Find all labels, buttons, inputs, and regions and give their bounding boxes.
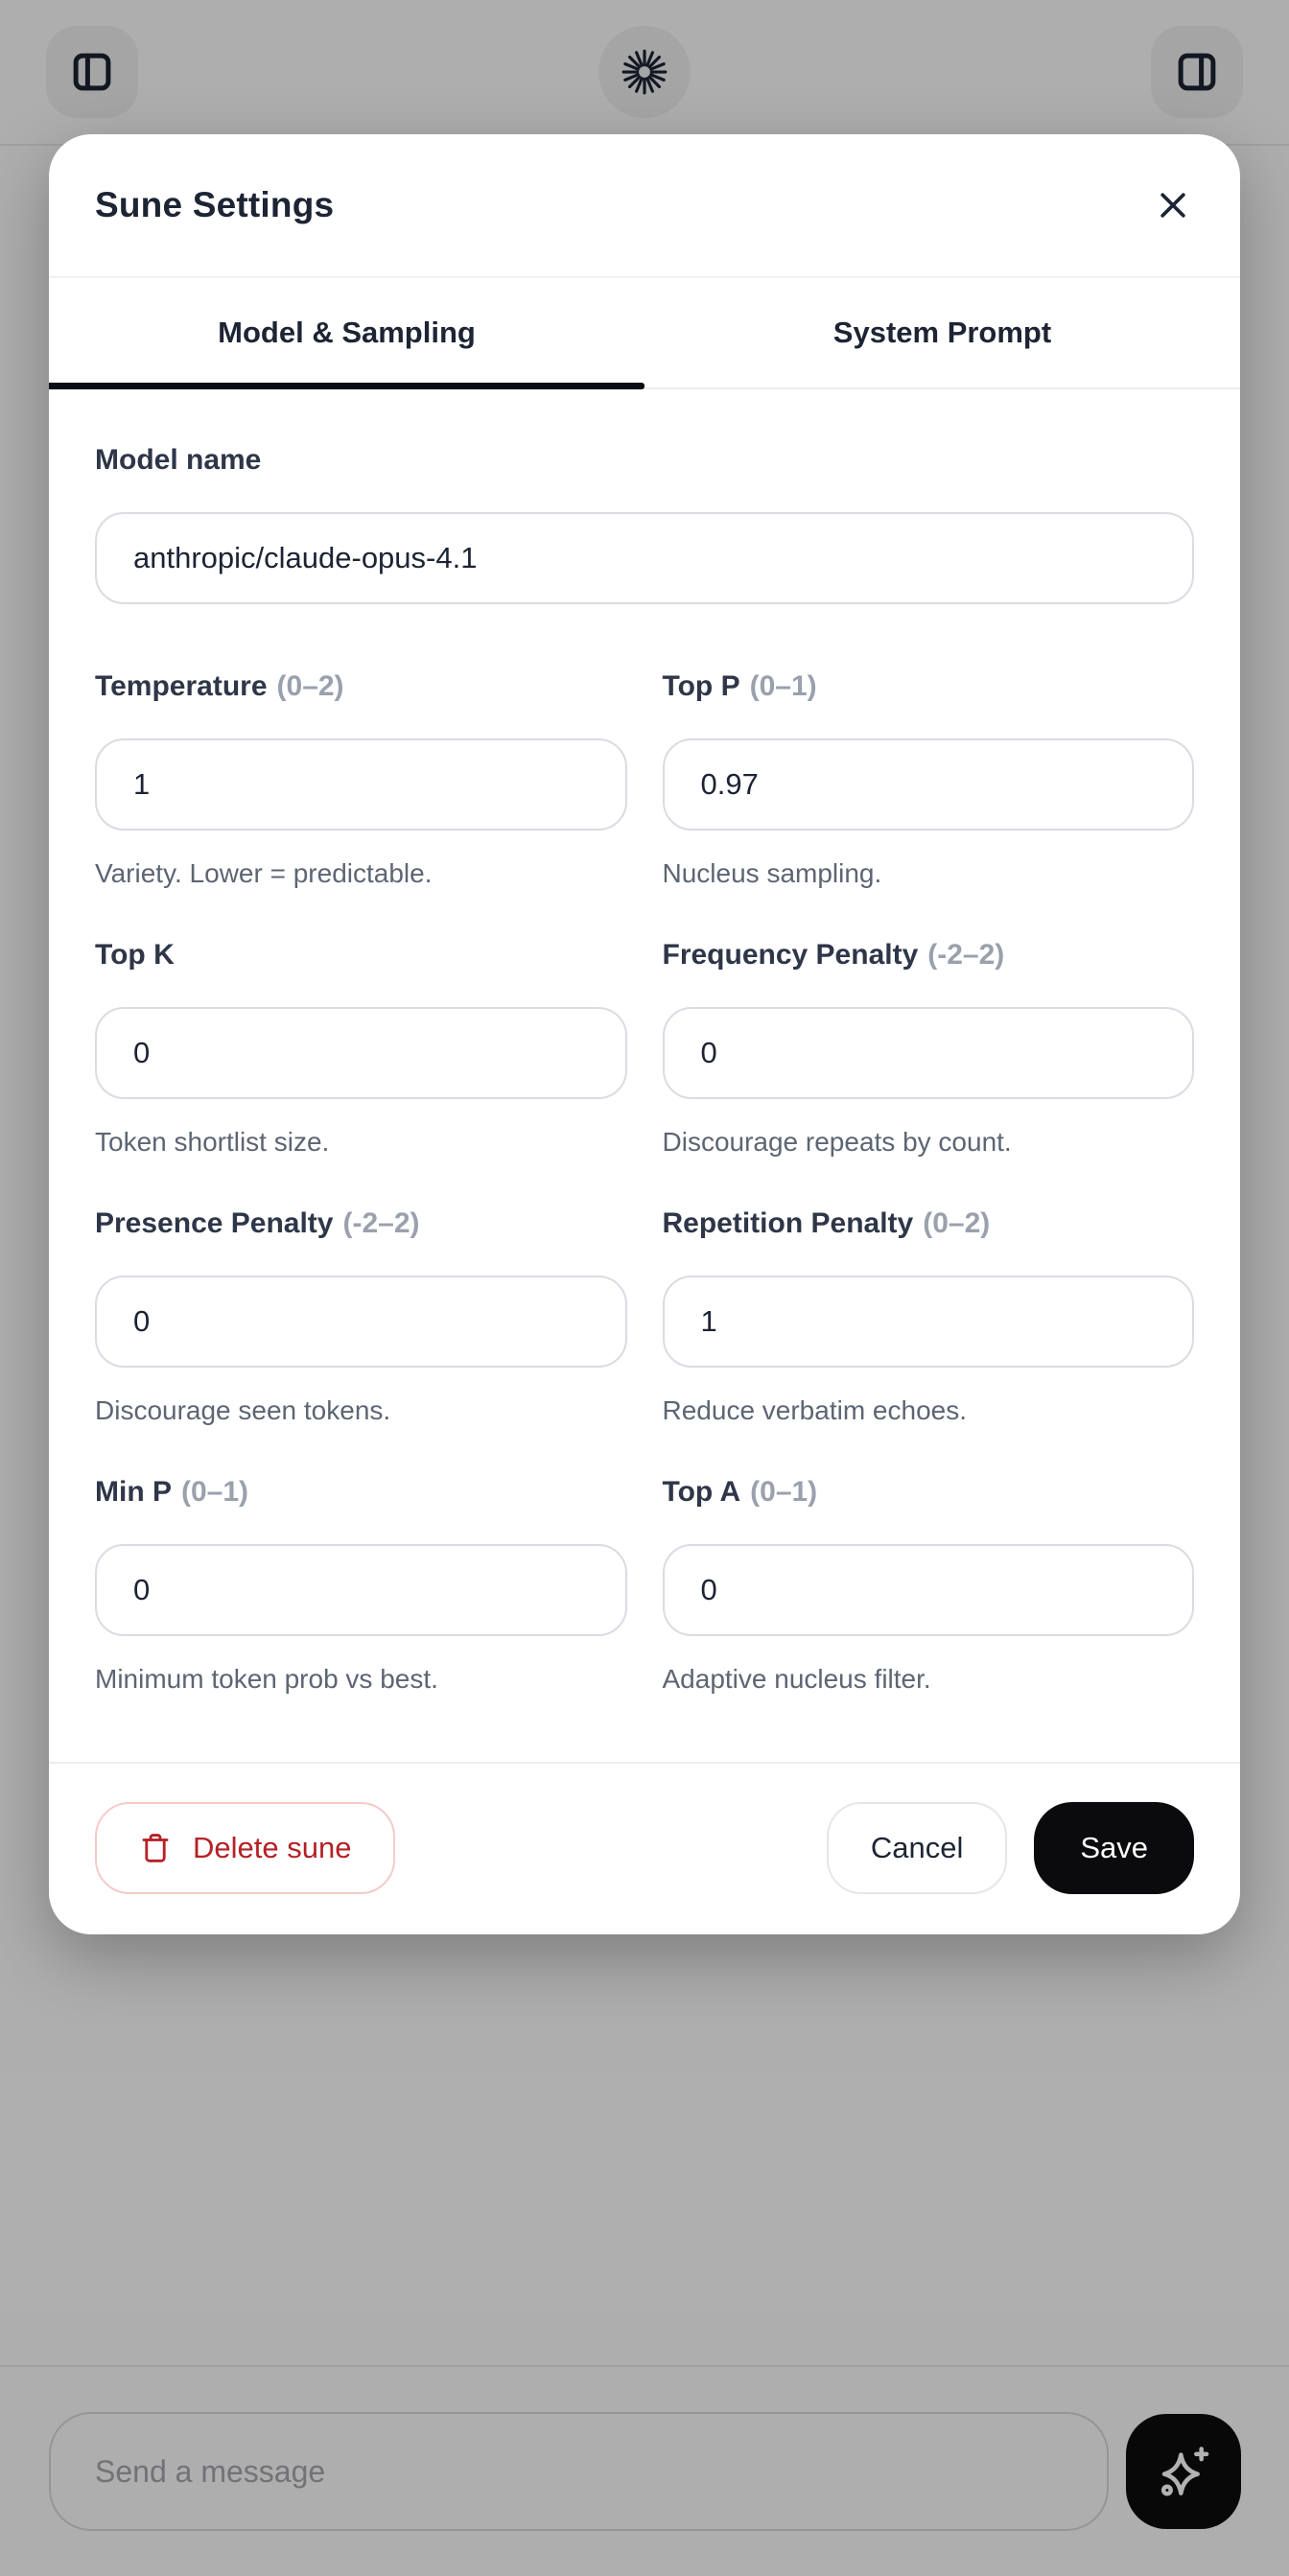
close-button[interactable] [1148,180,1198,230]
range-text: (-2–2) [342,1207,420,1239]
min-p-hint: Minimum token prob vs best. [95,1664,438,1694]
model-starburst-button[interactable] [598,26,691,118]
presence-penalty-input[interactable] [95,1276,627,1368]
settings-tabs: Model & Sampling System Prompt [49,278,1240,389]
range-text: (0–2) [276,670,344,702]
label-text: Presence Penalty [95,1207,334,1239]
frequency-penalty-input[interactable] [662,1007,1194,1099]
tab-model-sampling[interactable]: Model & Sampling [49,278,644,389]
top-p-input[interactable] [662,738,1194,831]
temperature-hint: Variety. Lower = predictable. [95,858,433,888]
top-a-input[interactable] [662,1544,1194,1636]
tab-system-prompt[interactable]: System Prompt [644,278,1240,387]
modal-header: Sune Settings [49,134,1240,278]
top-p-label: Top P (0–1) [663,669,1195,704]
sidebar-toggle-button[interactable] [46,26,138,118]
field-top-p: Top P (0–1) Nucleus sampling. [662,669,1195,890]
presence-penalty-hint: Discourage seen tokens. [95,1395,391,1425]
top-k-hint: Token shortlist size. [95,1127,330,1157]
label-text: Top A [662,1476,741,1508]
cancel-button[interactable]: Cancel [826,1802,1008,1894]
panel-left-icon [70,50,114,94]
right-panel-toggle-button[interactable] [1151,26,1243,118]
starburst-icon [621,48,668,96]
presence-penalty-label: Presence Penalty (-2–2) [95,1206,627,1241]
parameter-grid: Temperature(0–2) Variety. Lower = predic… [95,669,1194,1744]
field-frequency-penalty: Frequency Penalty(-2–2) Discourage repea… [662,938,1195,1159]
range-text: (0–1) [181,1476,249,1508]
message-input[interactable] [49,2412,1109,2531]
frequency-penalty-label: Frequency Penalty (-2–2) [663,938,1195,972]
top-a-label: Top A (0–1) [663,1475,1195,1510]
sparkles-icon [1153,2441,1214,2502]
top-p-hint: Nucleus sampling. [662,858,882,888]
panel-right-icon [1175,50,1219,94]
field-temperature: Temperature(0–2) Variety. Lower = predic… [95,669,627,890]
top-a-hint: Adaptive nucleus filter. [662,1664,931,1694]
field-min-p: Min P (0–1) Minimum token prob vs best. [95,1475,627,1696]
modal-content: Model name Temperature(0–2) Variety. Low… [49,389,1240,1744]
temperature-input[interactable] [95,738,627,831]
min-p-label: Min P (0–1) [95,1475,627,1510]
repetition-penalty-label: Repetition Penalty (0–2) [663,1206,1195,1241]
field-repetition-penalty: Repetition Penalty (0–2) Reduce verbatim … [662,1206,1195,1427]
range-text: (0–1) [750,1476,818,1508]
repetition-penalty-input[interactable] [662,1276,1194,1368]
trash-icon [139,1832,172,1864]
label-text: Top K [95,939,175,971]
modal-title: Sune Settings [95,185,335,224]
label-text: Top P [662,670,740,702]
model-name-label: Model name [95,444,262,476]
label-text: Repetition Penalty [662,1207,914,1239]
modal-footer: Delete sune Cancel Save [49,1762,1240,1934]
delete-sune-button[interactable]: Delete sune [95,1802,396,1894]
composer-bar [0,2365,1289,2576]
model-name-input[interactable] [95,512,1194,604]
field-top-k: Top K Token shortlist size. [95,938,627,1159]
field-presence-penalty: Presence Penalty(-2–2) Discourage seen t… [95,1206,627,1427]
top-k-input[interactable] [95,1007,627,1099]
field-model-name: Model name [95,443,1194,604]
field-top-a: Top A (0–1) Adaptive nucleus filter. [662,1475,1195,1696]
frequency-penalty-hint: Discourage repeats by count. [662,1127,1012,1157]
save-button[interactable]: Save [1034,1802,1194,1894]
label-text: Temperature [95,670,268,702]
temperature-label: Temperature (0–2) [95,669,627,704]
sune-settings-modal: Sune Settings Model & Sampling System Pr… [49,134,1240,1934]
range-text: (-2–2) [927,939,1005,971]
delete-sune-label: Delete sune [193,1831,352,1864]
close-icon [1154,186,1192,224]
top-k-label: Top K [95,938,627,972]
repetition-penalty-hint: Reduce verbatim echoes. [662,1395,968,1425]
label-text: Min P [95,1476,172,1508]
range-text: (0–1) [749,670,817,702]
label-text: Frequency Penalty [662,939,919,971]
min-p-input[interactable] [95,1544,627,1636]
new-sune-button[interactable] [1126,2414,1241,2529]
app-header [0,0,1289,146]
range-text: (0–2) [923,1207,991,1239]
